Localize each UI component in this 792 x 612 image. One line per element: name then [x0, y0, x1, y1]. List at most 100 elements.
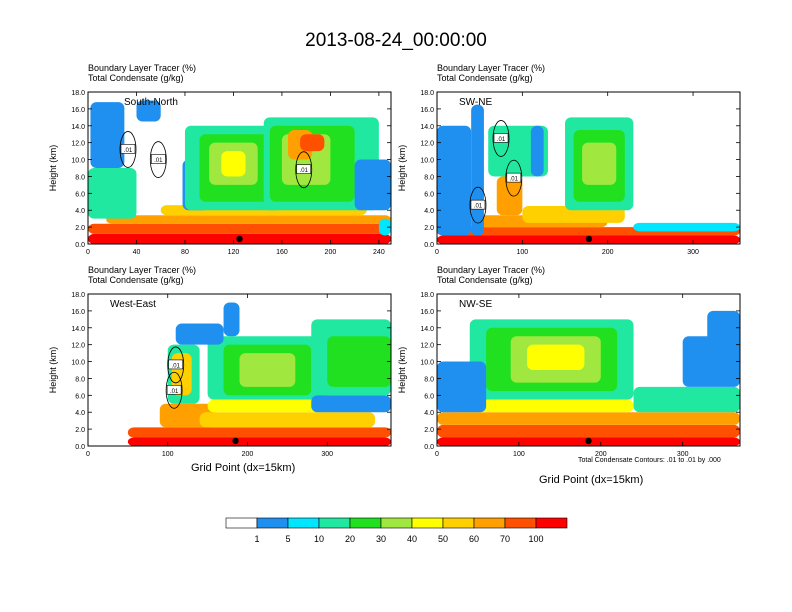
- colorbar-label: 40: [407, 534, 417, 544]
- tracer-region: [437, 424, 740, 438]
- tracer-region: [354, 159, 391, 211]
- tracer-region: [453, 399, 634, 413]
- x-tick-label: 160: [276, 249, 288, 256]
- figure-title: 2013-08-24_00:00:00: [305, 30, 487, 51]
- x-tick-label: 300: [321, 451, 333, 458]
- contour-note: Total Condensate Contours: .01 to .01 by…: [578, 457, 721, 464]
- y-tick-label: 4.0: [424, 410, 434, 417]
- tracer-region: [378, 218, 391, 236]
- y-tick-label: 8.0: [75, 376, 85, 383]
- contour-line: [165, 371, 183, 409]
- contour-label: .01: [497, 137, 506, 143]
- y-axis-label: Height (km): [397, 145, 407, 192]
- y-tick-label: 2.0: [75, 225, 85, 232]
- x-tick-label: 200: [325, 249, 337, 256]
- colorbar-label: 10: [314, 534, 324, 544]
- tracer-region: [136, 100, 161, 122]
- y-tick-label: 14.0: [71, 124, 85, 131]
- panel-title-line1: Boundary Layer Tracer (%): [437, 265, 546, 275]
- condensate-contours: [469, 120, 523, 224]
- panel-south-north: 0.0 2.0 4.0 6.0 8.0 10.0 12.0 14.0 16.0 18.0 0 40 80…: [48, 90, 392, 256]
- colorbar-swatch: [256, 517, 289, 529]
- y-tick-label: 8.0: [424, 376, 434, 383]
- y-tick-label: 12.0: [420, 343, 434, 350]
- y-tick-label: 2.0: [75, 427, 85, 434]
- y-tick-label: 12.0: [71, 343, 85, 350]
- y-axis-label: Height (km): [48, 145, 58, 192]
- x-tick-label: 100: [517, 249, 529, 256]
- y-tick-label: 10.0: [71, 158, 85, 165]
- y-tick-label: 6.0: [424, 393, 434, 400]
- tracer-region: [437, 412, 740, 425]
- panel-title-line1: Boundary Layer Tracer (%): [437, 63, 546, 73]
- y-tick-label: 16.0: [71, 309, 85, 316]
- tracer-region: [106, 215, 391, 224]
- y-tick-label: 14.0: [420, 124, 434, 131]
- tracer-region: [527, 344, 585, 370]
- contour-label-box: [493, 133, 509, 143]
- y-tick-label: 8.0: [75, 174, 85, 181]
- x-axis-label-west-east: Grid Point (dx=15km): [191, 462, 296, 474]
- y-tick-label: 10.0: [420, 158, 434, 165]
- tracer-region: [223, 302, 240, 337]
- section-label: NW-SE: [459, 299, 492, 310]
- x-tick-label: 120: [228, 249, 240, 256]
- tracer-region: [496, 176, 523, 216]
- panel-title-line1: Boundary Layer Tracer (%): [88, 63, 197, 73]
- x-tick-label: 100: [162, 451, 174, 458]
- y-tick-label: 6.0: [75, 393, 85, 400]
- plot-frame: [87, 293, 392, 447]
- contour-label: .01: [474, 204, 483, 210]
- tracer-region: [633, 222, 740, 232]
- tracer-region: [88, 223, 391, 234]
- tracer-region: [175, 323, 224, 345]
- x-tick-label: 200: [595, 451, 607, 458]
- colorbar-swatch: [225, 517, 258, 529]
- y-tick-label: 16.0: [420, 107, 434, 114]
- location-marker: [236, 235, 243, 243]
- panel-title-nw-se: Boundary Layer Tracer (%) Total Condensa…: [437, 265, 545, 285]
- section-label: South-North: [124, 97, 178, 108]
- condensate-contours: [165, 346, 185, 409]
- colorbar-label: 50: [438, 534, 448, 544]
- x-tick-label: 40: [133, 249, 141, 256]
- tracer-region: [207, 399, 344, 413]
- contour-label-box: [166, 384, 182, 395]
- tracer-region: [707, 310, 740, 362]
- contour-line: [492, 120, 510, 157]
- contour-label-box: [120, 144, 136, 154]
- x-tick-label: 0: [86, 451, 90, 458]
- contour-label-box: [168, 359, 184, 370]
- panel-title-line1: Boundary Layer Tracer (%): [88, 265, 197, 275]
- panel-title-line2: Total Condensate (g/kg): [88, 275, 184, 285]
- y-tick-label: 18.0: [71, 292, 85, 299]
- tracer-region: [90, 102, 125, 168]
- y-tick-label: 12.0: [71, 141, 85, 148]
- tracer-region: [327, 336, 391, 387]
- y-tick-label: 4.0: [424, 208, 434, 215]
- y-tick-label: 4.0: [75, 208, 85, 215]
- plot-frame: [436, 91, 741, 245]
- y-tick-label: 6.0: [75, 191, 85, 198]
- y-tick-label: 0.0: [75, 242, 85, 249]
- tracer-region: [437, 361, 487, 413]
- colorbar-label: 30: [376, 534, 386, 544]
- y-tick-label: 14.0: [420, 326, 434, 333]
- contour-label: .01: [154, 158, 163, 164]
- tracer-region: [300, 134, 325, 152]
- contour-label-box: [296, 164, 312, 174]
- tracer-region: [127, 427, 391, 438]
- y-tick-label: 12.0: [420, 141, 434, 148]
- location-marker: [585, 235, 593, 243]
- y-tick-label: 16.0: [420, 309, 434, 316]
- tracer-region: [437, 125, 472, 236]
- tracer-region: [221, 151, 246, 177]
- y-tick-label: 10.0: [420, 360, 434, 367]
- x-tick-label: 0: [435, 249, 439, 256]
- colorbar-swatch: [349, 517, 382, 529]
- contour-label: .01: [172, 363, 181, 369]
- panel-title-line2: Total Condensate (g/kg): [88, 73, 184, 83]
- colorbar-label: 100: [528, 534, 543, 544]
- section-label: West-East: [110, 299, 156, 310]
- tracer-region: [582, 142, 617, 185]
